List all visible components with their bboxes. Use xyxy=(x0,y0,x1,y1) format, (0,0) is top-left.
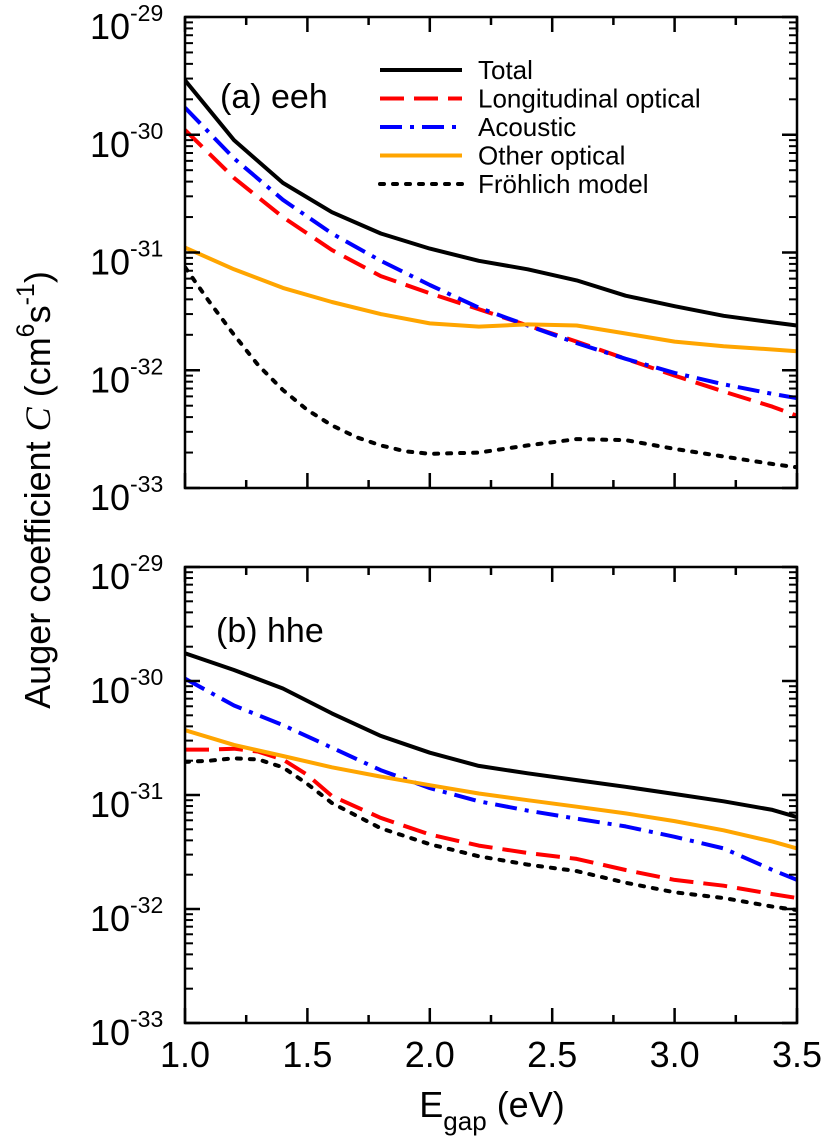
y-tick-exponent: -29 xyxy=(130,0,163,26)
y-tick-exponent: -32 xyxy=(130,353,163,379)
y-tick-exponent: -31 xyxy=(130,236,163,262)
panel-label: (a) eeh xyxy=(220,78,328,116)
y-tick-label: 10 xyxy=(90,359,130,400)
series-line-fr-hlich-model xyxy=(185,756,797,912)
y-tick-label: 10 xyxy=(90,670,130,711)
series-line-longitudinal-optical xyxy=(185,746,797,900)
series-line-acoustic xyxy=(185,106,797,401)
y-axis-label: Auger coefficient C (cm6s-1) xyxy=(12,271,58,709)
series-group xyxy=(185,651,797,912)
y-tick-label: 10 xyxy=(90,477,130,518)
legend-label: Fröhlich model xyxy=(478,169,649,199)
x-tick-label: 1.0 xyxy=(160,1034,210,1075)
y-tick-label: 10 xyxy=(90,1012,130,1053)
y-tick-label: 10 xyxy=(90,898,130,939)
legend-label: Total xyxy=(478,55,533,85)
legend-label: Longitudinal optical xyxy=(478,84,701,114)
series-line-other-optical xyxy=(185,728,797,851)
x-tick-label: 3.5 xyxy=(772,1034,822,1075)
series-group xyxy=(185,79,797,470)
legend-label: Other optical xyxy=(478,141,625,171)
y-tick-exponent: -30 xyxy=(130,664,163,690)
x-tick-label: 1.5 xyxy=(282,1034,332,1075)
y-tick-exponent: -31 xyxy=(130,778,163,804)
y-tick-label: 10 xyxy=(90,784,130,825)
y-tick-exponent: -29 xyxy=(130,550,163,576)
series-line-other-optical xyxy=(185,245,797,354)
y-tick-exponent: -33 xyxy=(130,471,163,497)
y-tick-exponent: -33 xyxy=(130,1006,163,1032)
series-line-fr-hlich-model xyxy=(185,265,797,470)
y-tick-label: 10 xyxy=(90,242,130,283)
x-axis-label: Egap (eV) xyxy=(419,1084,564,1136)
x-tick-label: 3.0 xyxy=(650,1034,700,1075)
x-tick-label: 2.5 xyxy=(527,1034,577,1075)
y-tick-exponent: -30 xyxy=(130,118,163,144)
y-tick-label: 10 xyxy=(90,6,130,47)
panel-label: (b) hhe xyxy=(216,612,324,650)
y-tick-label: 10 xyxy=(90,124,130,165)
series-line-total xyxy=(185,651,797,820)
series-line-acoustic xyxy=(185,676,797,882)
y-tick-label: 10 xyxy=(90,556,130,597)
y-tick-exponent: -32 xyxy=(130,892,163,918)
legend-label: Acoustic xyxy=(478,112,576,142)
series-line-total xyxy=(185,79,797,328)
x-tick-label: 2.0 xyxy=(405,1034,455,1075)
